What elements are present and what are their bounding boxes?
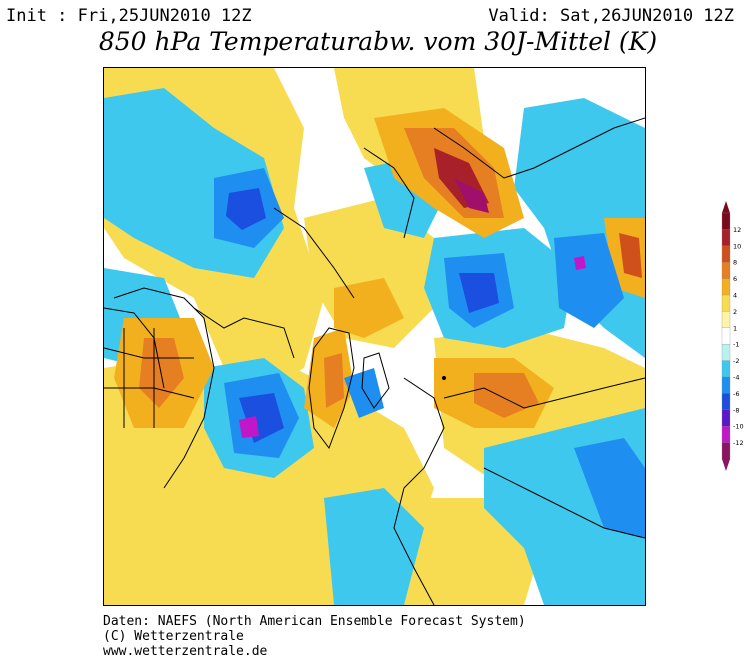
legend-swatch	[721, 409, 731, 427]
coldest-anomaly-hudson	[239, 416, 259, 438]
legend-swatch	[721, 212, 731, 231]
footer-data-source: Daten: NAEFS (North American Ensemble Fo…	[103, 614, 526, 629]
north-pole-marker	[442, 376, 446, 380]
cold-anomaly-southeast	[574, 438, 645, 538]
footer-website: www.wetterzentrale.de	[103, 644, 268, 659]
legend-swatch	[721, 311, 731, 329]
valid-time-label: Valid: Sat,26JUN2010 12Z	[488, 6, 734, 26]
legend-swatch	[721, 245, 731, 263]
temperature-anomaly-map	[103, 67, 646, 606]
legend-swatch	[721, 376, 731, 395]
colder-anomaly-arctic	[459, 273, 499, 313]
cold-anomaly-northeast	[554, 233, 624, 328]
legend-label: 10	[733, 242, 741, 250]
colder-anomaly-pacific	[226, 188, 266, 230]
legend-swatch	[721, 393, 731, 411]
cold-anomaly-iceland	[344, 368, 384, 418]
legend-swatch	[721, 278, 731, 296]
legend-label: -8	[733, 406, 739, 414]
legend-label: 6	[733, 275, 737, 283]
legend-label: 2	[733, 308, 737, 316]
legend-label: -4	[733, 374, 739, 382]
legend-swatch	[721, 442, 731, 460]
map-canvas	[104, 68, 645, 605]
legend-label: -10	[733, 423, 744, 431]
hot-anomaly-greenland	[324, 353, 344, 408]
cool-region-south	[324, 488, 424, 605]
coldest-anomaly-northeast	[574, 256, 586, 270]
legend-label: -2	[733, 357, 739, 365]
legend-label: 1	[733, 324, 737, 332]
hot-anomaly-east	[619, 233, 642, 278]
color-scale-legend: 12 10 8 6 4 2 1 -1 -2 -4 -6 -8 -10 -12	[721, 201, 744, 471]
legend-swatches	[721, 201, 731, 471]
hot-anomaly-europe	[474, 373, 539, 418]
warm-anomaly-arctic	[334, 278, 404, 338]
legend-swatch	[721, 344, 731, 362]
legend-label: -6	[733, 390, 739, 398]
legend-label: 8	[733, 259, 737, 267]
legend-label: -1	[733, 341, 739, 349]
legend-label: 4	[733, 292, 737, 300]
legend-swatch	[721, 262, 731, 280]
legend-arrow-bottom	[722, 459, 730, 471]
legend-label: 12	[733, 226, 741, 234]
footer-copyright: (C) Wetterzentrale	[103, 629, 244, 644]
legend-swatch	[721, 426, 731, 444]
map-title: 850 hPa Temperaturabw. vom 30J-Mittel (K…	[98, 27, 658, 56]
legend-swatch	[721, 360, 731, 378]
legend-label: -12	[733, 439, 744, 447]
legend-swatch	[721, 327, 731, 345]
extreme-anomaly-siberia	[454, 178, 489, 213]
coastlines	[104, 117, 645, 605]
legend-swatch	[721, 294, 731, 313]
legend-swatch	[721, 229, 731, 247]
init-time-label: Init : Fri,25JUN2010 12Z	[6, 6, 252, 26]
legend-arrow-top	[722, 201, 730, 213]
legend-labels: 12 10 8 6 4 2 1 -1 -2 -4 -6 -8 -10 -12	[733, 226, 744, 447]
